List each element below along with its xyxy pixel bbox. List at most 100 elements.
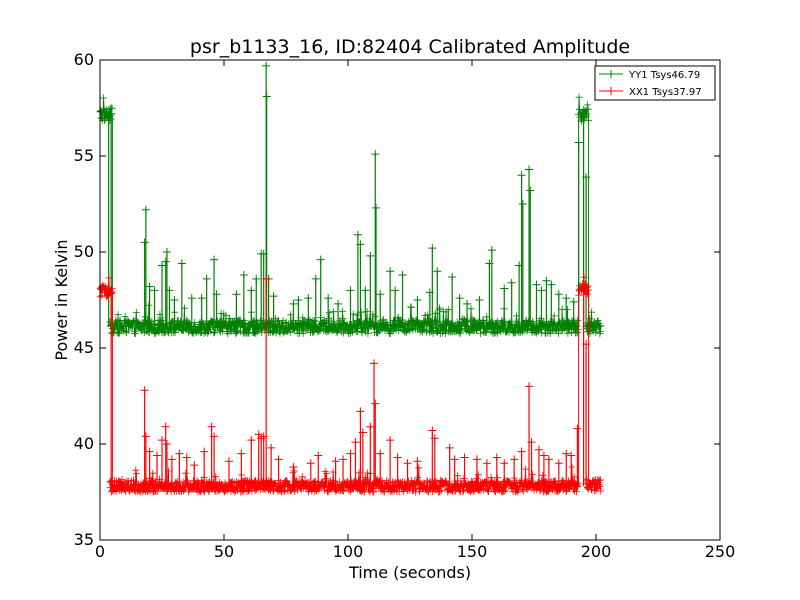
y-tick-label: 60 [74,50,94,69]
spike-marker [475,296,484,304]
spike-marker [339,455,348,464]
x-tick-label: 200 [581,542,612,561]
y-tick-label: 40 [74,434,94,453]
spike-marker [177,259,186,268]
spike-marker [554,459,563,468]
spike-marker [366,251,375,260]
spike-marker [398,271,407,280]
spike-marker [353,230,362,239]
spike-marker [573,424,582,433]
spike-marker [371,150,380,159]
spike-marker [472,455,481,464]
spike-marker [445,443,454,452]
spike-marker [232,290,241,299]
spike-marker [386,267,395,276]
spike-marker [428,244,437,253]
spike-marker [517,171,526,180]
spike-marker [202,274,211,283]
spike-marker [262,61,271,70]
spike-marker [190,461,199,470]
spike-marker [371,399,380,408]
spike-marker [544,455,553,464]
spike-marker [314,451,323,460]
tick-layer: 0 50 100 150 200 250 35 40 45 50 55 60 [74,50,736,561]
x-tick-label: 150 [457,542,488,561]
x-tick-label: 250 [705,542,736,561]
spike-marker [366,422,375,431]
legend-label-yy1: YY1 Tsys46.79 [628,70,700,81]
spike-marker [430,434,439,443]
spike-marker [167,455,176,464]
spike-marker [361,286,370,295]
spike-marker [534,445,543,454]
spike-marker [569,297,578,306]
spike-marker [162,248,171,256]
spike-marker [391,286,400,295]
spike-marker [175,449,184,458]
spike-marker [224,457,233,466]
spike-marker [161,422,170,431]
plot-frame [99,59,721,541]
x-tick-label: 0 [95,542,105,561]
spike-marker [413,296,422,304]
spike-marker [370,359,379,368]
spike-marker [161,257,170,266]
spike-marker [376,449,385,458]
spike-marker [197,294,206,303]
spike-marker [542,276,551,285]
spike-marker [200,447,209,456]
spike-marker [262,274,271,283]
spike-marker [247,286,256,295]
spike-marker [289,463,298,472]
legend-marker-xx1 [607,87,615,95]
chart-title: psr_b1133_16, ID:82404 Calibrated Amplit… [190,36,630,58]
x-tick-label: 50 [214,542,234,561]
spike-marker [450,455,459,464]
spike-marker [269,292,278,301]
spike-marker [252,274,261,283]
spike-marker [107,109,116,118]
spike-marker [346,449,355,458]
spike-marker [324,294,333,303]
spike-marker [210,432,219,441]
spike-marker [507,278,516,287]
spike-marker [158,261,166,270]
spike-marker [518,200,527,208]
spike-marker [153,451,162,460]
spike-marker [413,457,422,466]
spike-marker [463,299,472,308]
spike-marker [448,272,457,281]
spike-marker [140,238,149,247]
spike-marker [526,186,535,195]
spike-marker [170,296,179,304]
spike-marker [210,255,219,264]
spike-marker [346,286,355,295]
spike-marker [532,280,541,289]
spike-marker [517,447,526,456]
spike-marker [207,422,216,431]
spike-marker [393,453,402,462]
spike-marker [262,92,271,101]
spike-marker [574,138,583,147]
spike-marker [141,205,150,214]
spike-marker [356,407,365,416]
spike-marker [403,459,412,468]
spike-marker [145,282,154,291]
spike-marker [267,443,276,452]
plot-area [100,60,720,540]
spike-marker [579,284,588,293]
spike-marker [500,284,509,293]
spike-marker [145,447,154,456]
spike-marker [562,449,571,458]
spike-marker [331,457,340,466]
spike-marker [554,290,563,299]
spike-marker [487,246,496,255]
spike-marker [547,280,556,289]
spike-marker [351,438,360,447]
x-axis-label: Time (seconds) [348,563,471,582]
y-axis-label: Power in Kelvin [52,239,71,360]
spike-marker [304,294,313,303]
y-tick-label: 50 [74,242,94,261]
legend-marker-yy1 [607,70,615,78]
